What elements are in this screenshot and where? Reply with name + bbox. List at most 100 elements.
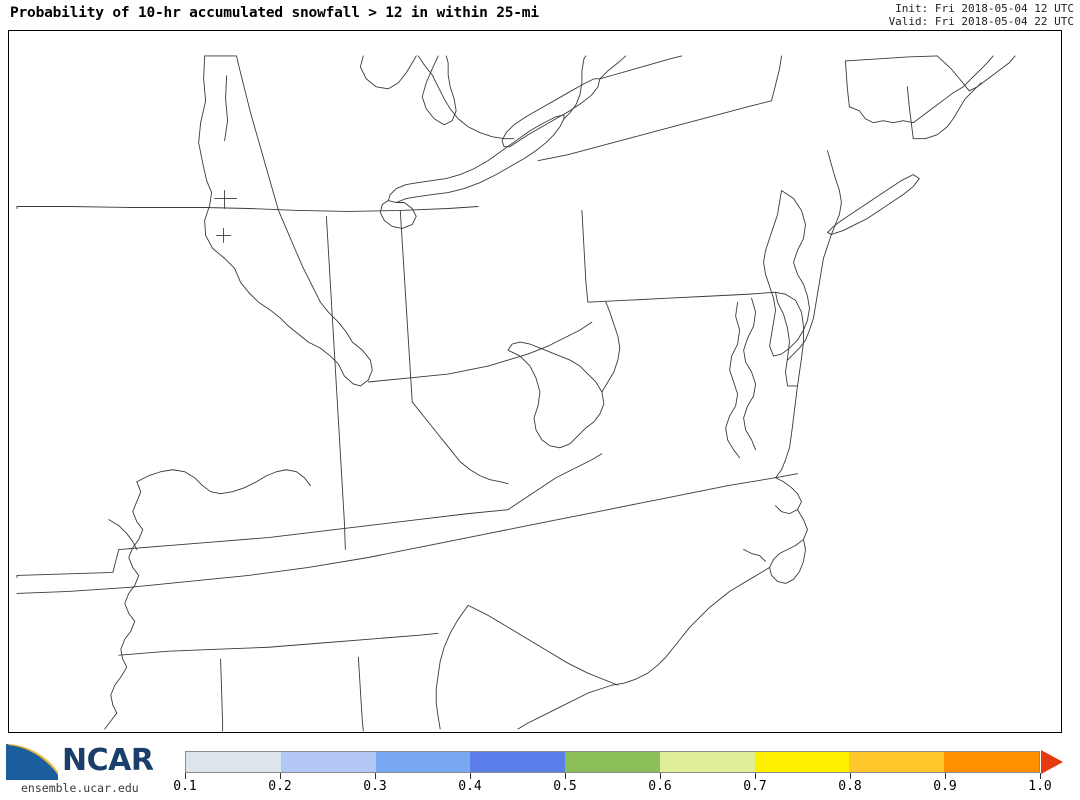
chesapeake-bay [743,297,757,451]
ncar-url-label: ensemble.ucar.edu [21,781,139,795]
coast-nc [611,567,771,686]
colorbar-segment-0.9-1 [944,752,1040,772]
coast-hudson [826,150,842,235]
coast-virginia [775,477,802,515]
colorbar-tick-0.7 [755,773,756,779]
canada-border-lakes [417,55,515,140]
colorbar-tick-labels: 0.1 0.2 0.3 0.4 0.5 0.6 0.7 0.8 0.9 1.0 [173,779,1051,799]
colorbar-tick-0.1 [185,773,186,779]
colorbar-tick-label-0.3: 0.3 [363,779,387,794]
state-border-pa-south [587,291,776,303]
lake-ontario [501,78,601,148]
colorbar-tick-0.3 [375,773,376,779]
init-time-label: Init: Fri 2018-05-04 12 UTC [895,2,1074,15]
outer-banks [769,509,808,584]
colorbar-tick-0.6 [660,773,661,779]
state-border-oh-pa [581,210,589,303]
colorbar-tick-label-0.5: 0.5 [553,779,577,794]
colorbar-tick-label-0.7: 0.7 [743,779,767,794]
colorbar-gradient [185,751,1040,773]
lake-michigan-detail-a [224,75,229,142]
state-border-ny-east [771,55,782,102]
colorbar[interactable] [185,750,1063,774]
colorbar-tick-label-0.9: 0.9 [933,779,957,794]
state-border-nh-me [936,55,970,92]
header-bar: Probability of 10-hr accumulated snowfal… [0,0,1080,30]
state-border-ma-nh [844,55,938,62]
pamlico-sound [743,549,767,562]
state-border-al-ga [357,656,364,732]
lake-erie-west [379,200,417,229]
coast-maine [968,55,1016,92]
state-border-ms-al [220,658,224,732]
state-nj [763,190,810,357]
state-border-mi-south [204,206,479,212]
colorbar-ticks [185,773,1041,781]
chesapeake-west-shore [725,301,741,459]
long-island [826,174,920,235]
state-border-ky-tn [118,509,509,550]
page-title: Probability of 10-hr accumulated snowfal… [10,5,539,21]
colorbar-segment-0.2-0.3 [280,752,376,772]
st-lawrence [599,55,627,80]
state-border-ky-va [507,453,603,511]
state-border-il-in [325,216,346,550]
colorbar-tick-label-0.1: 0.1 [173,779,197,794]
map-geography [16,55,1016,732]
state-border-va-nc [16,473,798,594]
mississippi-river [104,481,144,730]
lake-michigan-detail-c [216,227,232,243]
colorbar-segment-0.6-0.7 [659,752,755,772]
ohio-river [136,469,311,495]
ncar-wordmark: NCAR [62,743,154,778]
colorbar-segment-0.8-0.9 [849,752,945,772]
lake-michigan-detail-b [214,190,238,209]
lake-erie [387,114,565,203]
state-border-ma-ct [844,60,850,108]
state-border-sc-ga [435,604,469,730]
colorbar-segment-0.5-0.6 [565,752,660,772]
delmarva-coast [775,385,798,479]
lake-huron [359,55,417,90]
state-wv [507,341,605,449]
state-border-wv-oh [411,401,509,485]
colorbar-panel: 0.1 0.2 0.3 0.4 0.5 0.6 0.7 0.8 0.9 1.0 [0,735,1080,800]
forecast-time-block: Init: Fri 2018-05-04 12 UTC Valid: Fri 2… [889,2,1074,28]
lake-huron-bay [421,55,457,126]
coast-new-england [848,55,994,124]
state-border-nc-sc [467,604,619,686]
ncar-logo-mark [6,744,58,780]
lake-michigan [198,55,373,387]
state-border-tn-ga-al [118,632,439,656]
state-de [775,291,804,387]
colorbar-tick-1.0 [1040,773,1041,779]
colorbar-tick-label-0.4: 0.4 [458,779,482,794]
great-lakes-connector [563,55,587,120]
colorbar-segment-0.1-0.2 [186,752,281,772]
colorbar-tick-0.5 [565,773,566,779]
colorbar-tick-0.8 [850,773,851,779]
colorbar-tick-label-1.0: 1.0 [1028,779,1052,794]
colorbar-tick-label-0.8: 0.8 [838,779,862,794]
coast-sc [517,684,613,730]
state-border-in-oh [399,210,413,403]
coast-cape-cod [912,82,982,140]
colorbar-tick-0.4 [470,773,471,779]
colorbar-segment-0.4-0.5 [470,752,566,772]
colorbar-over-arrow [1041,750,1063,774]
colorbar-segment-0.3-0.4 [375,752,471,772]
coast-nj [787,233,832,361]
state-border-ky-north [108,519,138,550]
map-panel[interactable] [8,30,1062,733]
state-border-ct-ri [906,86,914,140]
colorbar-segment-0.7-0.8 [754,752,850,772]
valid-time-label: Valid: Fri 2018-05-04 22 UTC [888,15,1074,28]
border-canada-ny [599,55,683,80]
state-border-pa-ny [537,100,772,162]
colorbar-tick-label-0.2: 0.2 [268,779,292,794]
state-border-mi-north [16,206,206,208]
colorbar-tick-0.9 [945,773,946,779]
ncar-logo[interactable]: NCAR ensemble.ucar.edu [6,743,174,796]
state-border-va-wv [601,301,621,393]
state-border-in-mi [367,321,593,383]
